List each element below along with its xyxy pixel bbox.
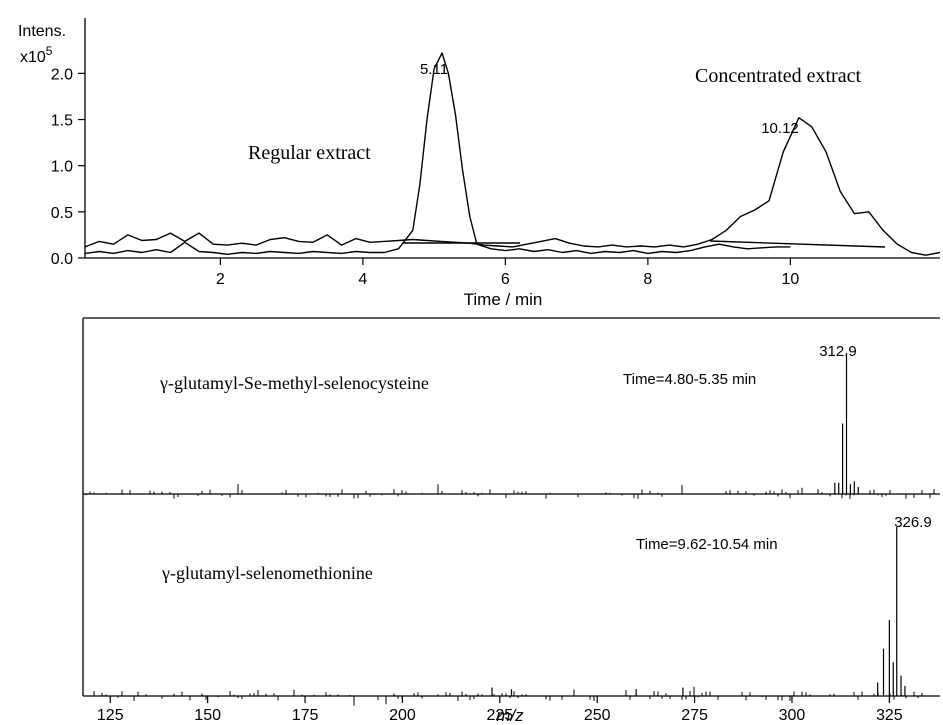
chromatogram-y-tick-label: 0.5 [51, 205, 73, 222]
chromatogram-x-label: Time / min [464, 290, 543, 309]
ms-x-tick-label: 125 [97, 707, 124, 724]
annotation-regular-extract: Regular extract [248, 142, 371, 164]
ms-top-peak-label: 312.9 [819, 343, 857, 360]
series-line-regular-extract [84, 52, 791, 255]
ms-x-tick-label: 175 [292, 707, 319, 724]
ms-x-ticks: 125 150 175 200 225 250 275 300 325 [97, 696, 903, 724]
chromatogram-y-tick-label: 0.0 [51, 251, 73, 268]
ms-x-tick-label: 275 [681, 707, 708, 724]
ms-x-tick-label: 200 [389, 707, 416, 724]
ms-x-label: m/z [496, 706, 524, 725]
ms-top-noise [85, 484, 935, 499]
chromatogram-x-tick-label: 6 [501, 271, 510, 288]
integration-baseline-concentrated [709, 240, 886, 248]
ms-x-tick-label: 300 [779, 707, 806, 724]
ms-top-compound-label: γ-glutamyl-Se-methyl-selenocysteine [159, 373, 429, 393]
chromatogram-x-tick-label: 8 [643, 271, 652, 288]
ms-x-tick-label: 150 [194, 707, 221, 724]
chromatogram-x-ticks: 2 4 6 8 10 [216, 258, 799, 288]
ms-bottom-peak-label: 326.9 [894, 514, 932, 531]
chromatogram-series [84, 52, 941, 256]
chromatogram-x-tick-label: 4 [358, 271, 367, 288]
mass-spectrum-panel: 125 150 175 200 225 250 275 300 325 γ-glutamyl-S… [82, 317, 940, 725]
ms-x-tick-label: 225 [486, 707, 513, 724]
chromatogram-x-tick-label: 10 [781, 271, 799, 288]
ms-top-time-label: Time=4.80-5.35 min [623, 371, 756, 388]
ms-x-tick-label: 325 [876, 707, 903, 724]
ms-bottom-peaks [491, 527, 906, 696]
chromatogram-y-multiplier: x105 [20, 44, 53, 66]
chromatogram-y-ticks: 0.0 0.5 1.0 1.5 2.0 [51, 66, 85, 268]
ms-bottom-noise [93, 686, 923, 706]
annotation-concentrated-extract: Concentrated extract [695, 65, 861, 87]
series-line-concentrated-extract [84, 117, 941, 256]
ms-top-peaks [834, 353, 859, 494]
chromatogram-y-tick-label: 2.0 [51, 66, 73, 83]
peak-label-regular: 5.11 [420, 61, 448, 78]
chromatogram-x-tick-label: 2 [216, 271, 225, 288]
ms-x-tick-label: 250 [584, 707, 611, 724]
chromatogram-y-title: Intens. [18, 23, 66, 40]
chromatogram-y-tick-label: 1.0 [51, 159, 73, 176]
ms-bottom-time-label: Time=9.62-10.54 min [636, 536, 778, 553]
chromatogram-y-tick-label: 1.5 [51, 113, 73, 130]
peak-label-concentrated: 10.12 [761, 120, 799, 137]
ms-bottom-compound-label: γ-glutamyl-selenomethionine [161, 563, 373, 583]
chromatogram-panel: Intens. x105 0.0 0.5 1.0 1.5 2.0 2 4 6 8 10 Time… [18, 18, 941, 309]
